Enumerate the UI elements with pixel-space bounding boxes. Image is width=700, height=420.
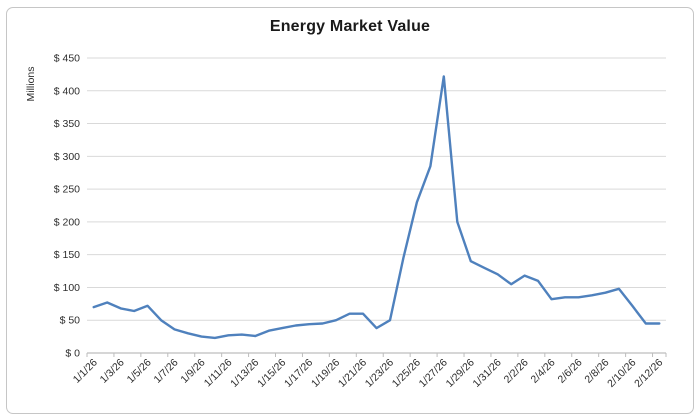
- y-tick-label: $ 150: [54, 249, 80, 261]
- x-tick-label: 2/6/26: [555, 357, 584, 386]
- x-tick-label: 1/7/26: [152, 357, 181, 386]
- y-tick-label: $ 450: [54, 53, 80, 65]
- x-tick-label: 2/10/26: [605, 357, 638, 390]
- x-tick-label: 1/21/26: [336, 357, 369, 390]
- x-tick-label: 1/23/26: [363, 357, 396, 390]
- y-tick-label: $ 0: [65, 348, 80, 360]
- x-tick-label: 1/19/26: [309, 357, 342, 390]
- x-tick-label: 1/3/26: [98, 357, 127, 386]
- x-tick-label: 1/1/26: [71, 357, 100, 386]
- x-tick-label: 2/12/26: [632, 357, 665, 390]
- x-tick-label: 1/25/26: [390, 357, 423, 390]
- y-tick-label: $ 200: [54, 216, 80, 228]
- chart-border-frame: [6, 7, 694, 414]
- y-tick-label: $ 400: [54, 85, 80, 97]
- x-tick-label: 1/13/26: [228, 357, 261, 390]
- x-tick-label: 1/31/26: [471, 357, 504, 390]
- x-tick-label: 1/27/26: [417, 357, 450, 390]
- y-tick-label: $ 350: [54, 118, 80, 130]
- x-tick-label: 1/17/26: [282, 357, 315, 390]
- y-tick-label: $ 300: [54, 151, 80, 163]
- y-tick-label: $ 100: [54, 282, 80, 294]
- x-tick-label: 2/4/26: [529, 357, 558, 386]
- x-tick-label: 1/5/26: [125, 357, 154, 386]
- x-tick-label: 1/29/26: [444, 357, 477, 390]
- x-tick-label: 1/15/26: [255, 357, 288, 390]
- y-tick-label: $ 50: [60, 315, 81, 327]
- x-tick-label: 1/11/26: [202, 357, 235, 390]
- series-line: [92, 75, 661, 340]
- chart-title: Energy Market Value: [269, 18, 431, 35]
- x-tick-label: 2/2/26: [502, 357, 531, 386]
- y-tick-label: $ 250: [54, 184, 80, 196]
